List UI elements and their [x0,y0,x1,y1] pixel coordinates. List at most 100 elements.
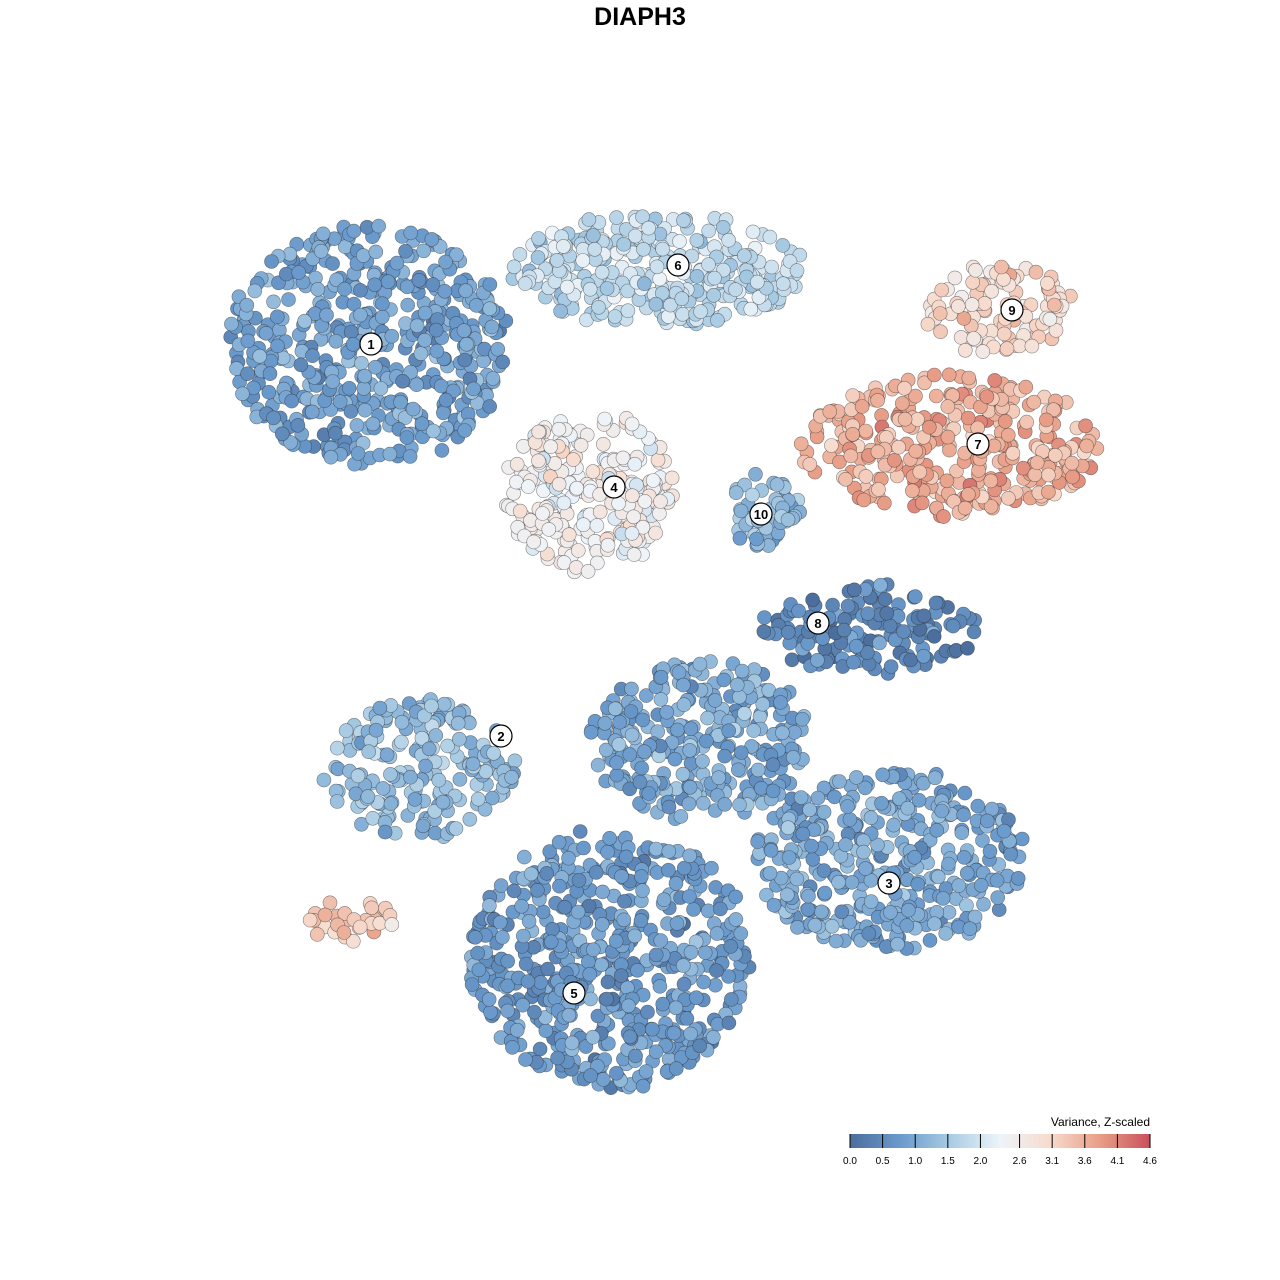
cell-point [252,348,268,364]
cell-point [682,848,698,864]
cell-point [710,312,725,328]
cell-point [240,366,255,382]
cell-point [600,844,615,860]
cell-point [633,913,649,928]
cell-point [627,456,643,472]
cell-point [403,769,418,785]
cell-point [594,916,610,932]
cell-point [962,921,978,937]
cell-point [645,473,661,488]
cell-point [756,624,772,639]
cell-point [652,271,668,287]
cell-point [372,700,388,716]
cell-point [858,861,873,876]
cell-point [319,307,334,323]
legend-tick-label: 3.6 [1078,1156,1092,1167]
cell-point [846,582,862,598]
cell-point [323,449,339,465]
cell-point [732,797,747,813]
cell-point [564,1035,580,1051]
cell-point [576,840,591,856]
cell-point [634,760,650,776]
cell-point [831,874,846,890]
cell-point [927,916,942,932]
cell-point [315,226,331,242]
cell-point [957,785,973,801]
cell-point [520,479,536,494]
cell-point [695,795,711,811]
cell-point [900,800,916,816]
cell-point [987,373,1003,388]
cell-point [716,672,732,688]
cell-point [1015,460,1031,476]
cell-point [415,818,431,834]
cell-point [613,968,629,984]
cell-point [926,629,942,644]
cell-point [676,976,692,992]
cell-point [509,456,525,472]
cell-point [561,1007,577,1023]
cluster-label-text: 10 [754,507,768,522]
cell-point [1028,264,1044,280]
cell-point [595,436,611,452]
cell-point [674,291,690,307]
cell-point [817,885,833,901]
cell-point [641,786,657,801]
cell-point [1012,338,1027,354]
cell-point [1005,445,1021,461]
cell-point [781,850,797,865]
cell-point [374,309,390,325]
cell-point [824,438,839,453]
cell-point [274,426,290,442]
cell-point [805,592,820,608]
cell-point [607,701,623,717]
cell-point [659,704,675,720]
cell-point [648,525,663,541]
cell-point [997,414,1013,429]
cluster-label-7: 7 [966,432,990,456]
cell-point [965,274,981,290]
cell-point [490,341,506,357]
cell-point [636,276,652,292]
cell-point [644,1021,660,1037]
cell-point [730,762,746,778]
cell-point [470,945,486,961]
cell-point [421,741,437,757]
cell-point [896,624,911,639]
cell-point [804,838,819,854]
cell-point [418,758,433,774]
cell-point [991,902,1007,918]
cell-point [1027,467,1043,483]
cell-point [907,589,923,604]
cell-point [928,388,944,404]
cell-point [968,262,983,278]
cell-point [825,597,840,613]
cell-point [700,710,715,726]
cell-point [951,878,967,893]
cell-point [653,494,668,509]
cell-point [483,1004,498,1020]
cell-point [856,844,871,860]
cell-point [462,811,478,827]
cell-point [352,919,368,935]
cell-point [766,897,782,913]
cell-point [960,640,975,656]
cell-point [456,323,472,338]
cell-point [542,844,558,859]
cell-point [927,770,943,786]
cell-point [941,856,956,872]
cell-point [561,850,576,866]
cell-point [816,863,832,878]
cluster-label-badge [806,611,830,635]
cell-point [706,287,722,303]
cell-point [959,898,974,913]
cell-point [983,473,999,489]
cell-point [598,742,614,758]
cell-point [679,1011,695,1026]
cell-point [780,512,796,528]
cell-point [1046,402,1061,418]
cell-point [728,485,744,501]
cell-point [652,979,668,994]
cell-point [345,933,361,949]
cell-point [624,488,640,504]
